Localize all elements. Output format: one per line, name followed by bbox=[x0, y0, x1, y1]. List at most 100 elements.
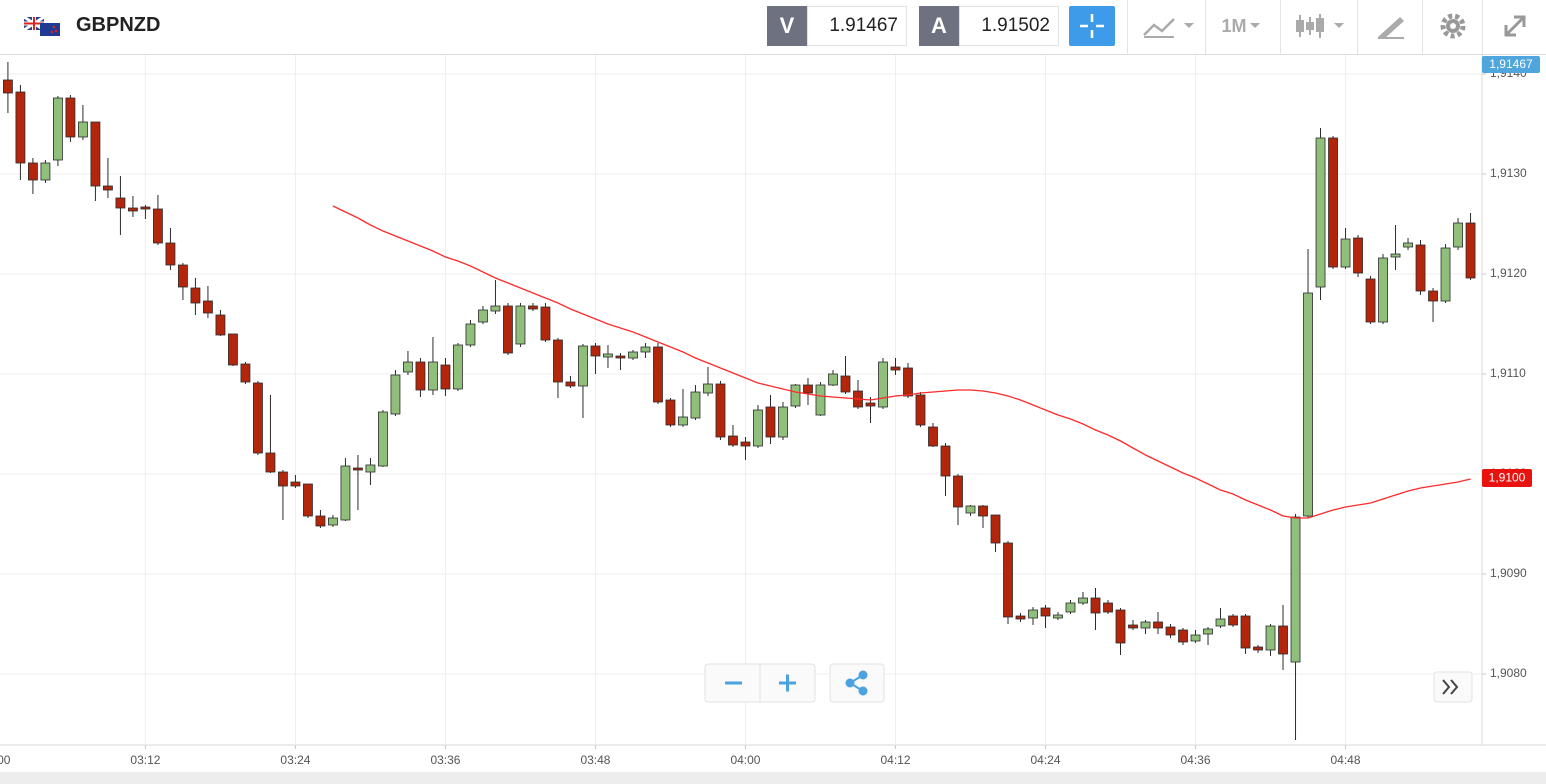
candle-body bbox=[228, 333, 238, 366]
x-tick-label: 04:24 bbox=[1030, 753, 1060, 767]
candle-body bbox=[978, 505, 988, 517]
separator bbox=[1205, 0, 1206, 54]
x-tick-label: 03:36 bbox=[430, 753, 460, 767]
candle-body bbox=[528, 305, 538, 310]
draw-button[interactable] bbox=[1365, 6, 1415, 46]
flag-icon bbox=[24, 17, 60, 36]
candle-body bbox=[990, 514, 1001, 544]
candle-body bbox=[1390, 253, 1401, 258]
y-tick-label: 1,9090 bbox=[1490, 566, 1527, 580]
share-button[interactable] bbox=[845, 670, 868, 696]
candle-body bbox=[1165, 626, 1176, 636]
candle-body bbox=[1103, 602, 1113, 613]
candle-body bbox=[140, 206, 151, 210]
candle-body bbox=[878, 361, 888, 408]
candle-body bbox=[1003, 542, 1013, 618]
candle-body bbox=[1303, 292, 1313, 517]
candle-body bbox=[1365, 278, 1376, 323]
candle-body bbox=[290, 481, 301, 487]
candle-body bbox=[1253, 646, 1263, 651]
crosshair-icon bbox=[1080, 14, 1104, 38]
symbol: GBPNZD bbox=[76, 14, 161, 36]
candle-body bbox=[1078, 597, 1088, 604]
chart-type-button[interactable] bbox=[1135, 6, 1200, 46]
separator bbox=[1357, 0, 1358, 54]
candle-body bbox=[128, 207, 138, 212]
candle-body bbox=[1278, 625, 1288, 655]
candle-body bbox=[828, 373, 838, 386]
candle-body bbox=[553, 339, 563, 383]
chart-type-icon bbox=[1142, 18, 1194, 38]
y-tick-label: 1,9120 bbox=[1490, 266, 1527, 280]
candle-body bbox=[28, 162, 38, 181]
candle-body bbox=[915, 394, 926, 426]
candle-body bbox=[490, 305, 501, 312]
candle-body bbox=[728, 435, 738, 446]
draw-icon bbox=[1378, 17, 1404, 39]
candle-body bbox=[840, 375, 851, 393]
moving-average-line bbox=[332, 205, 1471, 519]
candle-body bbox=[1240, 615, 1251, 649]
candle-body bbox=[715, 383, 726, 438]
candle-body bbox=[1040, 607, 1051, 617]
candle-body bbox=[640, 346, 651, 353]
candle-body bbox=[1228, 615, 1238, 626]
candle-body bbox=[790, 384, 801, 407]
candle-body bbox=[803, 384, 813, 394]
candle-body bbox=[415, 361, 426, 391]
ask-label[interactable]: A bbox=[919, 6, 959, 46]
candle-body bbox=[178, 264, 188, 288]
candle-body bbox=[1128, 624, 1138, 629]
settings-button[interactable] bbox=[1430, 6, 1475, 46]
candle-body bbox=[3, 79, 13, 94]
candle-body bbox=[378, 411, 388, 467]
candle-body bbox=[1203, 628, 1213, 635]
bid-price[interactable]: 1.91467 bbox=[807, 6, 907, 46]
candle-body bbox=[690, 391, 701, 419]
candle-body bbox=[515, 305, 526, 345]
candle-body bbox=[565, 381, 576, 387]
settings-icon bbox=[1440, 13, 1465, 39]
candle-body bbox=[1290, 516, 1301, 663]
candle-button[interactable] bbox=[1287, 6, 1352, 46]
crosshair-button[interactable] bbox=[1069, 6, 1115, 46]
y-tick-label: 1,9110 bbox=[1490, 366, 1526, 380]
candle-body bbox=[928, 426, 938, 447]
price-badge: 1,91467 bbox=[1489, 57, 1533, 71]
candle-body bbox=[315, 515, 326, 527]
candle-body bbox=[1190, 634, 1201, 642]
candle-body bbox=[303, 483, 313, 517]
ma-badge-bg bbox=[1482, 469, 1532, 487]
candle-body bbox=[740, 441, 751, 447]
candle-body bbox=[953, 475, 963, 508]
ask-price[interactable]: 1.91502 bbox=[959, 6, 1059, 46]
candle-body bbox=[390, 374, 401, 415]
candle-body bbox=[1265, 625, 1276, 651]
candle-body bbox=[428, 361, 438, 391]
toolbar: GBPNZD V 1.91467 A 1.91502 1M bbox=[0, 0, 1546, 55]
candle-body bbox=[603, 353, 613, 358]
candle-body bbox=[753, 409, 763, 447]
bid-label[interactable]: V bbox=[767, 6, 807, 46]
separator bbox=[1280, 0, 1281, 54]
candle-body bbox=[1403, 242, 1413, 248]
scroll-end-button[interactable] bbox=[1442, 679, 1459, 695]
candle-body bbox=[365, 464, 376, 473]
dropdown-icon bbox=[1249, 23, 1260, 28]
candle-body bbox=[215, 314, 226, 336]
timeframe-button[interactable]: 1M bbox=[1212, 6, 1272, 46]
scrollbar[interactable] bbox=[0, 772, 1546, 784]
candle-body bbox=[940, 445, 951, 477]
candle-body bbox=[678, 416, 688, 426]
candle-body bbox=[103, 185, 113, 191]
candle-body bbox=[628, 351, 638, 359]
timeframe: 1M bbox=[1221, 15, 1247, 36]
candle-body bbox=[1053, 614, 1063, 619]
fullscreen-button[interactable] bbox=[1492, 6, 1537, 46]
candle-body bbox=[703, 383, 713, 394]
zoom-in-button[interactable] bbox=[779, 674, 796, 692]
candle-body bbox=[1015, 615, 1026, 620]
candle-body bbox=[590, 345, 601, 357]
x-tick-label: 03:00 bbox=[0, 753, 11, 767]
